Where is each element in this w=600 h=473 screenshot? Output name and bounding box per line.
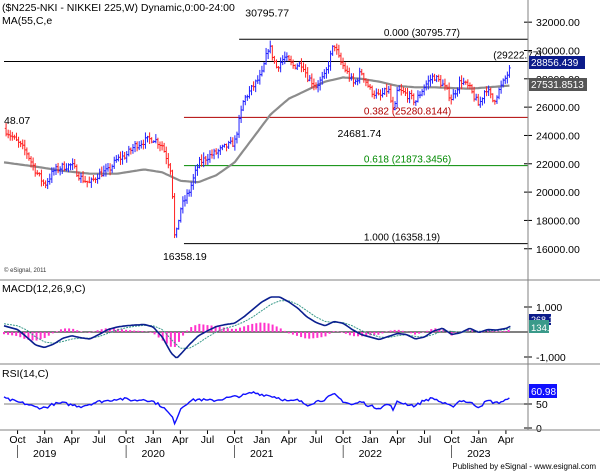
x-axis-year-label: 2019	[33, 448, 57, 460]
x-axis-month-label: Jan	[253, 434, 270, 446]
x-axis-month-label: Jan	[470, 434, 487, 446]
x-axis-month-label: Jan	[36, 434, 53, 446]
fib-level-label: 0.618 (21873.3456)	[364, 155, 451, 166]
macd-y-tick-label: -1,000	[536, 352, 566, 364]
x-axis-month-label: Oct	[9, 434, 25, 446]
price-y-tick-label: 30000.00	[536, 45, 580, 57]
fib-level-label: (29222.77)	[493, 50, 541, 61]
x-axis-month-label: Jul	[418, 434, 431, 446]
rsi-y-tick-label: 50	[536, 399, 548, 411]
ma-label: MA(55,C,e	[2, 15, 52, 27]
last-macd-badge	[529, 314, 551, 325]
x-axis-month-label: Oct	[226, 434, 242, 446]
x-axis-month-label: Jul	[92, 434, 105, 446]
rsi-line	[3, 391, 510, 426]
last-rsi-value: 60.98	[531, 387, 556, 398]
rsi-panel	[3, 391, 528, 426]
x-axis-month-label: Jan	[362, 434, 379, 446]
price-annotation: 30795.77	[245, 7, 289, 19]
x-axis-month-label: Oct	[335, 434, 351, 446]
price-y-tick-label: 20000.00	[536, 187, 580, 199]
price-y-tick-label: 26000.00	[536, 102, 580, 114]
x-axis-year-label: 2021	[250, 448, 274, 460]
x-axis-month-label: Oct	[443, 434, 459, 446]
chart-title: ($N225-NKI - NIKKEI 225,W) Dynamic,0:00-…	[2, 2, 235, 14]
macd-signal-line	[3, 300, 511, 349]
x-axis-month-label: Apr	[389, 434, 406, 446]
macd-line	[3, 296, 511, 359]
price-annotation: 16358.19	[163, 251, 207, 263]
x-axis-year-label: 2020	[142, 448, 166, 460]
price-annotation: 24681.74	[338, 128, 382, 140]
price-y-tick-label: 18000.00	[536, 215, 580, 227]
price-annotation: 48.07	[4, 115, 30, 127]
x-axis-month-label: Jan	[145, 434, 162, 446]
x-axis-year-label: 2022	[359, 448, 383, 460]
last-signal-value: 134.02	[531, 323, 560, 334]
x-axis-month-label: Jul	[309, 434, 322, 446]
rsi-title: RSI(14,C)	[2, 368, 49, 380]
price-y-tick-label: 16000.00	[536, 244, 580, 256]
rsi-y-tick-label: 0	[536, 423, 542, 435]
fib-level-label: 0.000 (30795.77)	[384, 28, 460, 39]
footer-label: Published by eSignal - www.esignal.com	[452, 462, 596, 471]
macd-panel	[3, 296, 528, 359]
price-y-tick-label: 24000.00	[536, 130, 580, 142]
x-axis-month-label: Apr	[172, 434, 189, 446]
last-ma-value: 27531.8513	[531, 80, 584, 91]
x-axis-year-label: 2023	[467, 448, 491, 460]
last-price-value: 28856.439	[531, 58, 579, 69]
price-y-tick-label: 32000.00	[536, 17, 580, 29]
last-ma-badge	[529, 78, 587, 91]
x-axis-month-label: Jul	[201, 434, 214, 446]
copyright-label: © eSignal, 2011	[4, 267, 47, 274]
x-axis-month-label: Apr	[64, 434, 81, 446]
axis-layer: 16000.00 18000.00 20000.00 22000.00 24000.00…	[9, 17, 580, 460]
macd-y-tick-label: 1,000	[536, 302, 562, 314]
last-rsi-badge	[529, 384, 557, 398]
fib-level-label: 1.000 (16358.19)	[364, 233, 440, 244]
last-signal-badge	[529, 320, 549, 333]
fib-level-label: 0.382 (25280.8144)	[364, 106, 451, 117]
last-price-badge	[529, 56, 585, 69]
x-axis-month-label: Apr	[498, 434, 515, 446]
x-axis-month-label: Apr	[281, 434, 298, 446]
x-axis-month-label: Oct	[118, 434, 134, 446]
macd-title: MACD(12,26,9,C)	[2, 283, 85, 295]
price-panel: 0.000 (30795.77) (29222.77) 0.382 (25280.8…	[3, 7, 542, 263]
price-y-tick-label: 22000.00	[536, 159, 580, 171]
